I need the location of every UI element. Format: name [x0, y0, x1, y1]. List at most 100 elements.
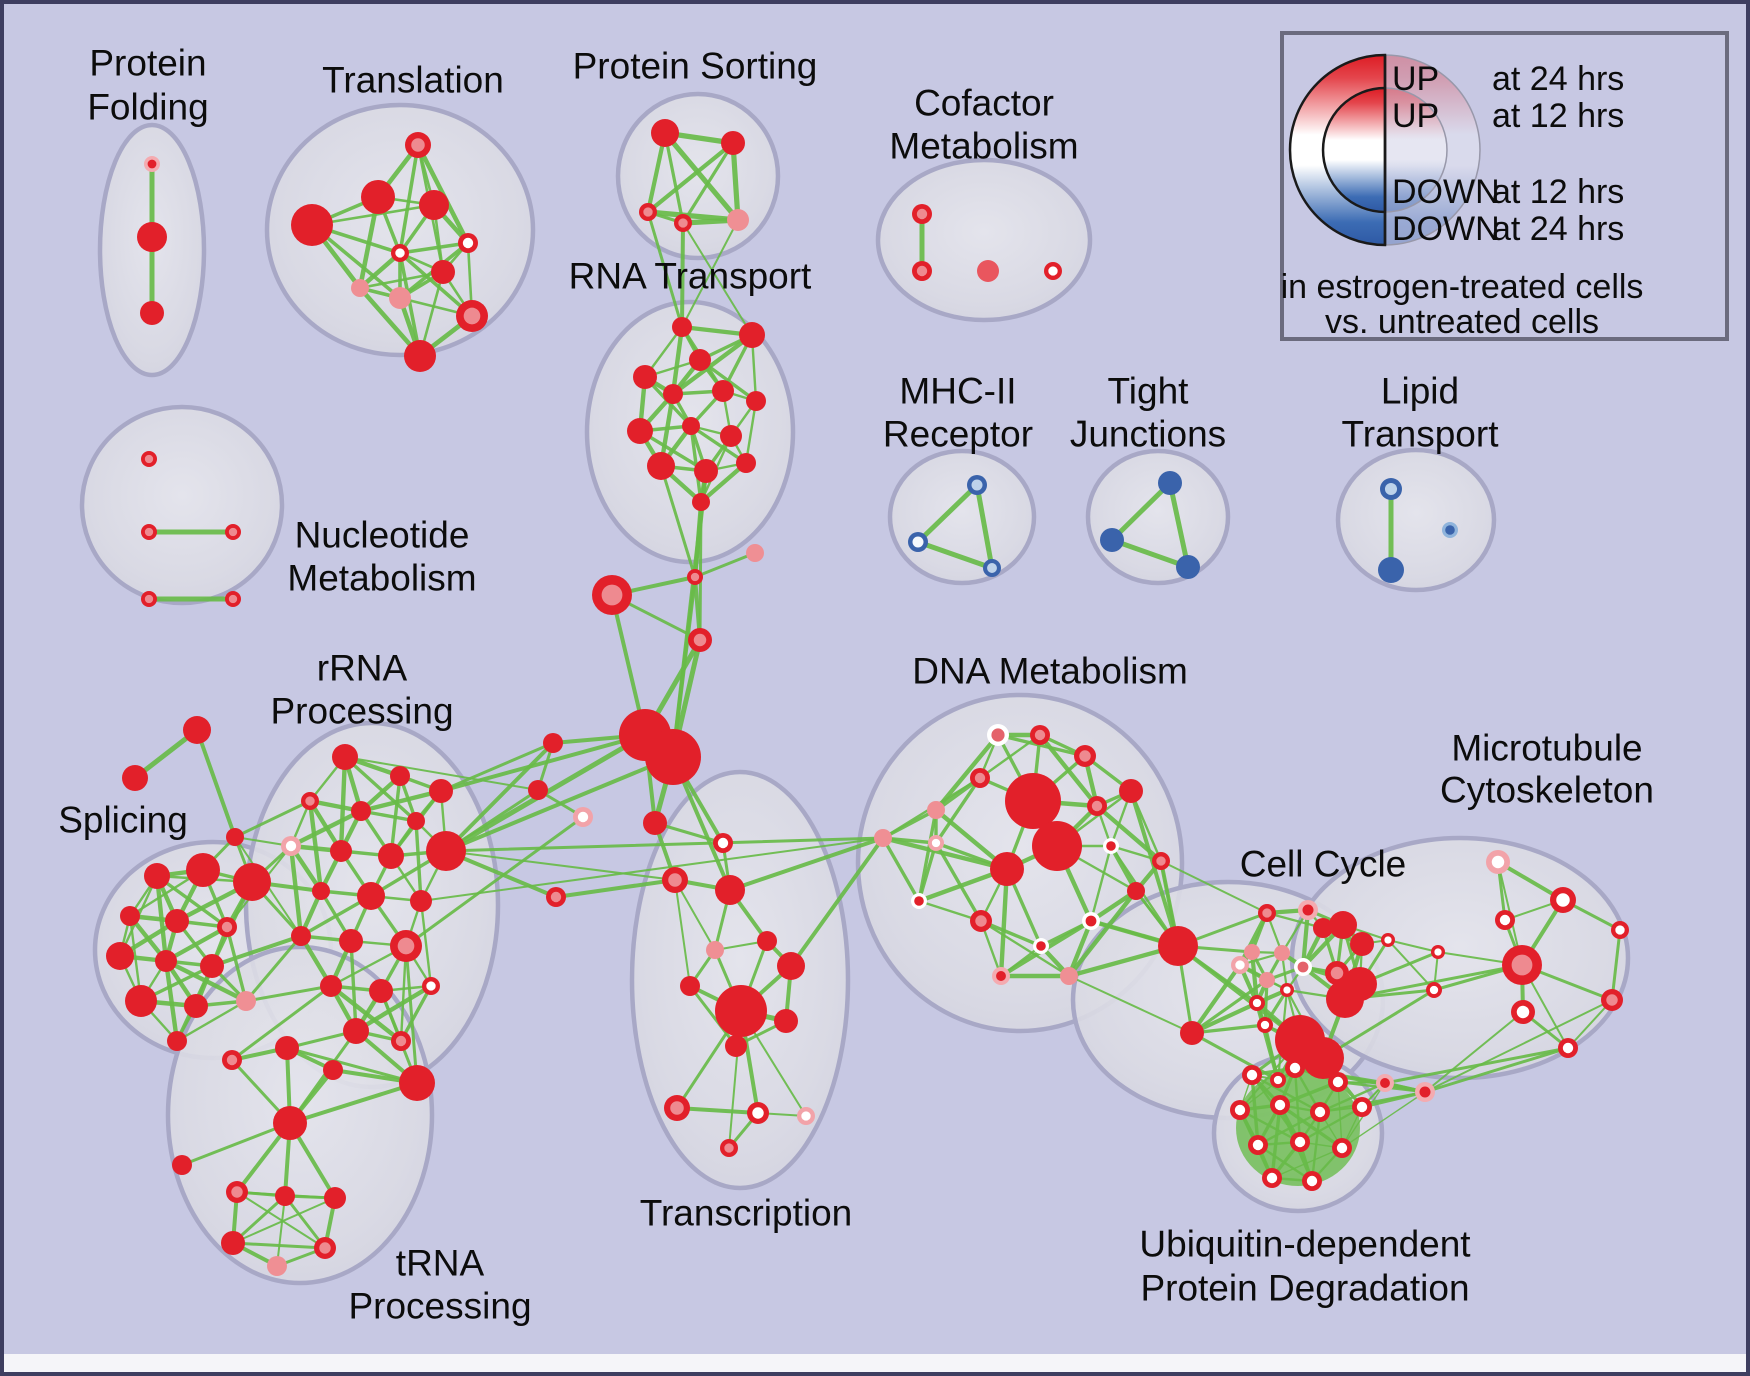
cluster-label-microtubule-0: Microtubule: [1451, 728, 1642, 769]
node-hub-8: [573, 807, 593, 827]
cluster-label-cofactor-0: Cofactor: [914, 83, 1054, 124]
node-cellcycle-1: [1298, 900, 1318, 920]
node-protein_folding-2: [140, 301, 164, 325]
node-cellcycle-0: [1258, 904, 1276, 922]
node-translation-8: [389, 287, 411, 309]
cluster-transcription-region: [629, 769, 851, 1191]
node-microtubule-6: [1511, 1000, 1535, 1024]
cluster-label-ubiquitin-1: Protein Degradation: [1140, 1268, 1469, 1309]
node-splicing-6: [106, 942, 134, 970]
cluster-label-trna-1: Processing: [348, 1286, 531, 1327]
node-transcription-10: [725, 1035, 747, 1057]
node-ubiquitin-8: [1290, 1132, 1310, 1152]
node-cofactor-1: [912, 261, 932, 281]
node-rrna-10: [312, 882, 330, 900]
node-nucleotide-4: [225, 591, 241, 607]
node-lipid-0: [1380, 478, 1402, 500]
node-cofactor-3: [1044, 262, 1062, 280]
node-microtubule-7: [1601, 989, 1623, 1011]
node-dna-19: [1060, 967, 1078, 985]
legend-time-label-2: at 12 hrs: [1492, 173, 1624, 211]
node-dna-5: [1005, 773, 1061, 829]
node-protein_folding-0: [144, 156, 160, 172]
node-splicing-9: [125, 985, 157, 1017]
node-dna-18: [992, 967, 1010, 985]
node-splicing-0: [144, 863, 170, 889]
node-dna-1: [1030, 725, 1050, 745]
cluster-translation-region: [264, 102, 536, 358]
node-rna_transport-4: [663, 384, 683, 404]
node-cellcycle-16: [1302, 1037, 1344, 1079]
node-ubiquitin-7: [1248, 1135, 1268, 1155]
node-dna-2: [1074, 745, 1096, 767]
node-rrna-6: [281, 836, 301, 856]
node-transcription-5: [757, 931, 777, 951]
cluster-label-rna_transport-0: RNA Transport: [569, 256, 812, 297]
node-ubiquitin-3: [1230, 1100, 1250, 1120]
node-dna-0: [987, 724, 1009, 746]
cluster-label-nucleotide-0: Nucleotide: [295, 515, 470, 556]
node-rna_transport-9: [720, 425, 742, 447]
cluster-label-dna-0: DNA Metabolism: [912, 651, 1188, 692]
node-transcription-1: [713, 833, 733, 853]
node-cofactor-2: [977, 260, 999, 282]
node-splicing-3: [120, 906, 140, 926]
node-ubiquitin-12: [1376, 1074, 1394, 1092]
legend-footer-line-1: vs. untreated cells: [1325, 303, 1599, 341]
node-microtubule-3: [1431, 945, 1445, 959]
cluster-label-microtubule-1: Cytoskeleton: [1440, 770, 1654, 811]
node-rrna-9: [426, 831, 466, 871]
node-rrna-12: [410, 890, 432, 912]
node-rna_transport-7: [627, 418, 653, 444]
node-rrna-4: [351, 801, 371, 821]
cluster-cofactor-region: [875, 157, 1093, 323]
node-microtubule-8: [1558, 1038, 1578, 1058]
node-dna-8: [1119, 779, 1143, 803]
node-ubiquitin-6: [1352, 1097, 1372, 1117]
cluster-label-tight-0: Tight: [1108, 371, 1190, 412]
node-microtubule-2: [1495, 910, 1515, 930]
node-cellcycle-10: [1326, 980, 1364, 1018]
legend-time-label-1: at 12 hrs: [1492, 97, 1624, 135]
cluster-label-transcription-0: Transcription: [640, 1193, 852, 1234]
node-ubiquitin-4: [1270, 1095, 1290, 1115]
cluster-tight-region: [1085, 448, 1231, 586]
cluster-label-mhc-0: MHC-II: [899, 371, 1016, 412]
node-splicing-8: [200, 954, 224, 978]
node-mhc-0: [967, 475, 987, 495]
bottom-margin-strip: [0, 1354, 1750, 1376]
node-trna-11: [267, 1256, 287, 1276]
node-mhc-1: [908, 532, 928, 552]
node-rrna-13: [291, 926, 311, 946]
node-hub-4: [746, 544, 764, 562]
node-rna_transport-11: [694, 459, 718, 483]
node-transcription-7: [715, 985, 767, 1037]
node-tight-0: [1158, 471, 1182, 495]
node-rna_transport-5: [712, 380, 734, 402]
node-rrna-20: [391, 1031, 411, 1051]
node-cellcycle-11: [1259, 972, 1275, 988]
node-dna-7: [1087, 796, 1107, 816]
cluster-label-rrna-1: Processing: [270, 691, 453, 732]
node-nucleotide-3: [141, 591, 157, 607]
node-translation-4: [458, 233, 478, 253]
node-cellcycle-17: [1270, 1072, 1286, 1088]
legend-direction-label-0: UP: [1392, 60, 1439, 98]
node-dna-3: [970, 768, 990, 788]
node-lipid-2: [1442, 522, 1458, 538]
legend-inner-circle-faded-half: [1384, 87, 1448, 213]
node-rrna-2: [429, 779, 453, 803]
node-dna-16: [1082, 912, 1100, 930]
node-dna-12: [1152, 852, 1170, 870]
cluster-nucleotide-region: [79, 404, 285, 606]
node-ubiquitin-0: [1242, 1065, 1262, 1085]
node-microtubule-10: [1381, 933, 1395, 947]
node-dna-9: [1103, 838, 1119, 854]
edges-layer: [117, 130, 1622, 1268]
node-splicing-4: [165, 909, 189, 933]
node-trna-4: [273, 1106, 307, 1140]
cluster-mhc-region: [887, 448, 1037, 586]
